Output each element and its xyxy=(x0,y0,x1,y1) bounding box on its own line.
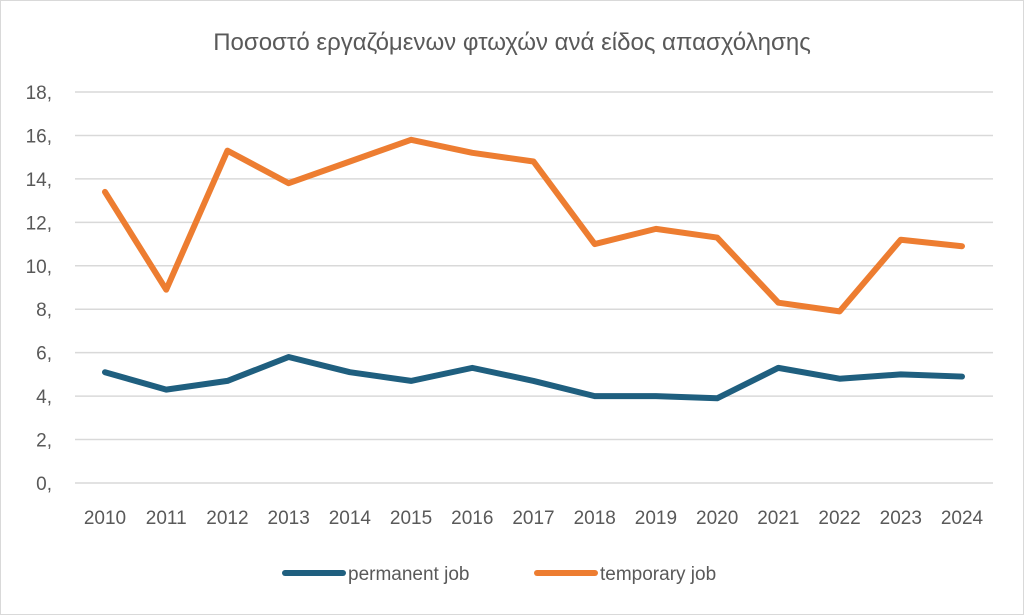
y-tick-label: 0, xyxy=(36,474,52,495)
y-tick-label: 18, xyxy=(26,83,52,104)
series-line-temporary-job xyxy=(102,136,965,315)
x-tick-label: 2023 xyxy=(880,508,922,529)
x-tick-label: 2014 xyxy=(329,508,372,529)
y-tick-label: 16, xyxy=(26,126,52,147)
x-tick-label: 2012 xyxy=(206,508,248,529)
y-tick-label: 8, xyxy=(36,300,52,321)
x-tick-label: 2017 xyxy=(512,508,554,529)
y-tick-label: 12, xyxy=(26,213,52,234)
x-tick-label: 2016 xyxy=(451,508,493,529)
y-tick-label: 14, xyxy=(26,170,52,191)
x-tick-label: 2024 xyxy=(941,508,984,529)
x-tick-label: 2022 xyxy=(818,508,860,529)
x-tick-label: 2018 xyxy=(574,508,616,529)
y-tick-label: 6, xyxy=(36,344,52,365)
chart-title: Ποσοστό εργαζόμενων φτωχών ανά είδος απα… xyxy=(213,29,811,56)
x-tick-label: 2013 xyxy=(268,508,310,529)
legend-label: temporary job xyxy=(600,564,716,585)
x-tick-label: 2021 xyxy=(757,508,799,529)
x-tick-label: 2020 xyxy=(696,508,738,529)
x-tick-label: 2019 xyxy=(635,508,677,529)
y-tick-label: 10, xyxy=(26,257,52,278)
x-tick-label: 2010 xyxy=(84,508,126,529)
legend-label: permanent job xyxy=(348,564,469,585)
x-tick-label: 2015 xyxy=(390,508,432,529)
x-tick-label: 2011 xyxy=(146,508,187,529)
y-tick-label: 4, xyxy=(36,387,52,408)
y-tick-label: 2, xyxy=(36,431,52,452)
series-line-permanent-job xyxy=(102,354,965,402)
